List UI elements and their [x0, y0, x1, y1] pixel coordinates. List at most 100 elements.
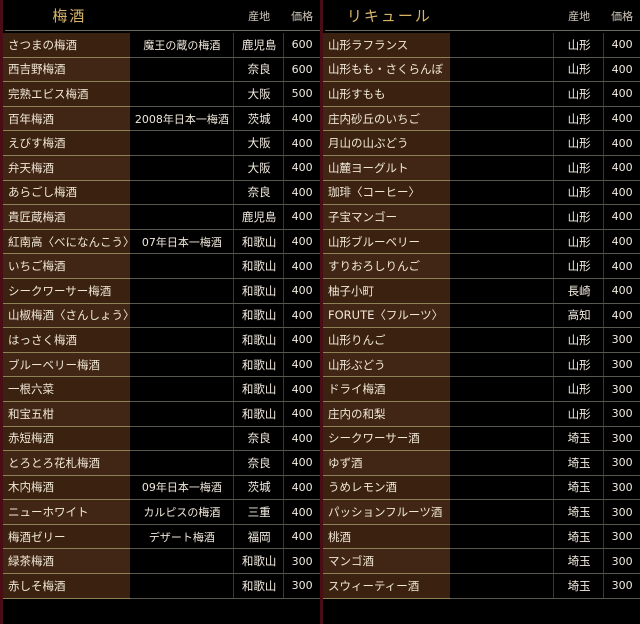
- cell-item-price: 400: [284, 500, 320, 525]
- table-row[interactable]: 百年梅酒 2008年日本一梅酒 茨城 400: [3, 106, 320, 132]
- cell-item-origin: 奈良: [233, 57, 285, 83]
- cell-item-note: [449, 303, 554, 329]
- cell-item-name: 山形ぶどう: [323, 352, 450, 378]
- table-row[interactable]: あらごし梅酒 奈良 400: [3, 180, 320, 206]
- cell-item-name: 山形ラフランス: [323, 33, 450, 58]
- cell-item-origin: 高知: [553, 303, 605, 329]
- table-row[interactable]: 山形もも・さくらんぼ 山形 400: [323, 57, 640, 83]
- cell-item-origin: 和歌山: [233, 377, 285, 402]
- cell-item-price: 600: [284, 57, 320, 83]
- table-row[interactable]: 月山の山ぶどう 山形 400: [323, 131, 640, 156]
- table-row[interactable]: 山形ぶどう 山形 300: [323, 352, 640, 378]
- menu-panel-liqueur: リキュール 産地 価格 山形ラフランス 山形 400 山形もも・さくらんぼ 山形 400 山…: [320, 0, 640, 624]
- cell-item-note: [129, 303, 234, 329]
- table-row[interactable]: ドライ梅酒 山形 300: [323, 377, 640, 402]
- cell-item-note: [129, 401, 234, 427]
- table-row[interactable]: 紅南高〈べになんこう〉 07年日本一梅酒 和歌山 400: [3, 229, 320, 255]
- cell-item-name: マンゴ酒: [323, 549, 450, 575]
- cell-item-name: FORUTE〈フルーツ〉: [323, 303, 450, 329]
- cell-item-note: [129, 278, 234, 304]
- cell-item-price: 600: [284, 33, 320, 58]
- cell-item-note: デザート梅酒: [129, 524, 234, 550]
- table-row[interactable]: さつまの梅酒 魔王の蔵の梅酒 鹿児島 600: [3, 33, 320, 58]
- cell-item-name: 緑茶梅酒: [3, 549, 130, 575]
- table-row[interactable]: うめレモン酒 埼玉 300: [323, 475, 640, 501]
- cell-item-name: 月山の山ぶどう: [323, 131, 450, 156]
- cell-item-price: 400: [284, 377, 320, 402]
- column-header-origin-right: 産地: [568, 9, 591, 23]
- table-row[interactable]: 一根六菜 和歌山 400: [3, 377, 320, 402]
- cell-item-note: 魔王の蔵の梅酒: [129, 33, 234, 58]
- table-row[interactable]: スウィーティー酒 埼玉 300: [323, 574, 640, 599]
- cell-item-price: 300: [604, 377, 640, 402]
- table-row[interactable]: はっさく梅酒 和歌山 400: [3, 328, 320, 353]
- cell-item-note: [449, 131, 554, 156]
- table-row[interactable]: ゆず酒 埼玉 300: [323, 451, 640, 476]
- cell-item-price: 400: [284, 524, 320, 550]
- table-row[interactable]: ニューホワイト カルピスの梅酒 三重 400: [3, 500, 320, 525]
- table-row[interactable]: 西吉野梅酒 奈良 600: [3, 57, 320, 83]
- table-row[interactable]: 和宝五柑 和歌山 400: [3, 401, 320, 427]
- table-row[interactable]: シークワーサー梅酒 和歌山 400: [3, 278, 320, 304]
- table-row[interactable]: パッションフルーツ酒 埼玉 300: [323, 500, 640, 525]
- cell-item-origin: 山形: [553, 205, 605, 230]
- table-row[interactable]: 桃酒 埼玉 300: [323, 524, 640, 550]
- cell-item-price: 300: [604, 352, 640, 378]
- table-row[interactable]: すりおろしりんご 山形 400: [323, 254, 640, 279]
- table-row[interactable]: 山麓ヨーグルト 山形 400: [323, 155, 640, 181]
- table-row[interactable]: えびす梅酒 大阪 400: [3, 131, 320, 156]
- table-title-liqueur: リキュール: [346, 7, 432, 25]
- table-row[interactable]: 山形ブルーベリー 山形 400: [323, 229, 640, 255]
- table-row[interactable]: 山形ラフランス 山形 400: [323, 33, 640, 58]
- cell-item-note: [449, 106, 554, 132]
- cell-item-note: [449, 451, 554, 476]
- table-row[interactable]: 貴匠蔵梅酒 鹿児島 400: [3, 205, 320, 230]
- table-row[interactable]: 庄内の和梨 山形 300: [323, 401, 640, 427]
- cell-item-note: [129, 57, 234, 83]
- table-row[interactable]: 子宝マンゴー 山形 400: [323, 205, 640, 230]
- cell-item-note: [449, 229, 554, 255]
- cell-item-name: 貴匠蔵梅酒: [3, 205, 130, 230]
- table-row[interactable]: ブルーベリー梅酒 和歌山 400: [3, 352, 320, 378]
- table-row[interactable]: 山椒梅酒〈さんしょう〉 和歌山 400: [3, 303, 320, 329]
- cell-item-name: 赤短梅酒: [3, 426, 130, 452]
- cell-item-name: すりおろしりんご: [323, 254, 450, 279]
- cell-item-name: 西吉野梅酒: [3, 57, 130, 83]
- cell-item-note: [449, 500, 554, 525]
- cell-item-price: 300: [604, 549, 640, 575]
- cell-item-note: [449, 254, 554, 279]
- cell-item-origin: 鹿児島: [233, 205, 285, 230]
- table-row[interactable]: マンゴ酒 埼玉 300: [323, 549, 640, 575]
- cell-item-price: 300: [284, 549, 320, 575]
- table-row[interactable]: 山形すもも 山形 400: [323, 82, 640, 107]
- cell-item-origin: 茨城: [233, 475, 285, 501]
- table-row[interactable]: 珈琲〈コーヒー〉 山形 400: [323, 180, 640, 206]
- table-row[interactable]: いちご梅酒 和歌山 400: [3, 254, 320, 279]
- cell-item-name: ドライ梅酒: [323, 377, 450, 402]
- table-row[interactable]: 柚子小町 長崎 400: [323, 278, 640, 304]
- table-header-liqueur: リキュール 産地 価格: [323, 0, 640, 31]
- table-row[interactable]: 赤しそ梅酒 和歌山 300: [3, 574, 320, 599]
- cell-item-price: 400: [284, 475, 320, 501]
- table-row[interactable]: 山形りんご 山形 300: [323, 328, 640, 353]
- table-row[interactable]: 木内梅酒 09年日本一梅酒 茨城 400: [3, 475, 320, 501]
- table-row[interactable]: 庄内砂丘のいちご 山形 400: [323, 106, 640, 132]
- table-row[interactable]: FORUTE〈フルーツ〉 高知 400: [323, 303, 640, 329]
- table-row[interactable]: 弁天梅酒 大阪 400: [3, 155, 320, 181]
- table-row[interactable]: 梅酒ゼリー デザート梅酒 福岡 400: [3, 524, 320, 550]
- cell-item-price: 400: [284, 451, 320, 476]
- cell-item-origin: 奈良: [233, 451, 285, 476]
- table-row[interactable]: シークワーサー酒 埼玉 300: [323, 426, 640, 452]
- table-row[interactable]: 緑茶梅酒 和歌山 300: [3, 549, 320, 575]
- table-row[interactable]: とろとろ花札梅酒 奈良 400: [3, 451, 320, 476]
- table-row[interactable]: 完熟エビス梅酒 大阪 500: [3, 82, 320, 107]
- table-row[interactable]: 赤短梅酒 奈良 400: [3, 426, 320, 452]
- cell-item-note: [449, 352, 554, 378]
- cell-item-note: [129, 328, 234, 353]
- cell-item-price: 400: [604, 303, 640, 329]
- column-header-price-right: 価格: [611, 9, 634, 23]
- cell-item-note: [129, 82, 234, 107]
- cell-item-price: 300: [604, 475, 640, 501]
- cell-item-origin: 奈良: [233, 426, 285, 452]
- cell-item-origin: 山形: [553, 155, 605, 181]
